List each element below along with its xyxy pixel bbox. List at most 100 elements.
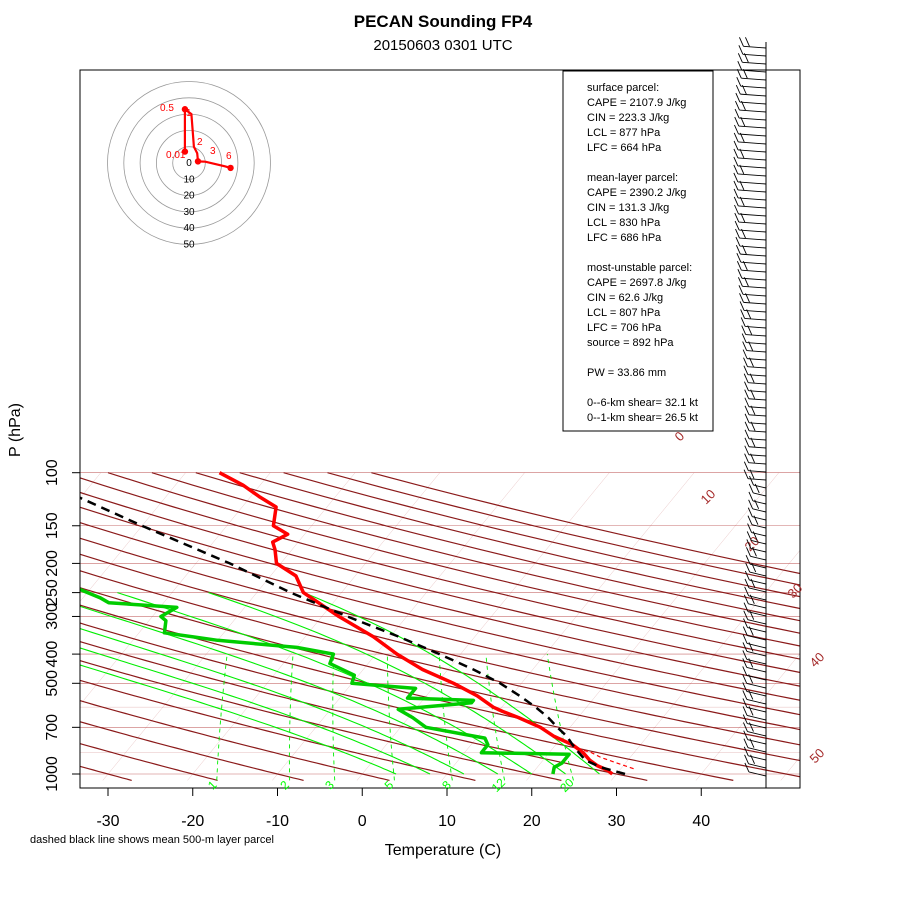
wind-barb xyxy=(733,148,767,161)
wind-barb-shaft xyxy=(751,540,767,545)
wind-barb-shaft xyxy=(746,682,767,689)
wind-barb-shaft xyxy=(742,285,767,289)
wind-barb-flag xyxy=(739,180,745,191)
wind-barb-flag xyxy=(739,293,744,303)
hodograph-ring xyxy=(155,129,222,196)
hodograph-ring xyxy=(107,81,271,245)
wind-barb-flag xyxy=(742,674,748,684)
hodograph-ring-label: 50 xyxy=(183,240,195,251)
wind-barb xyxy=(733,180,767,193)
wind-barb xyxy=(743,618,767,633)
wind-barb-flag xyxy=(737,269,743,279)
info-box-line: CIN = 131.3 J/kg xyxy=(587,202,669,214)
wind-barb-flag xyxy=(740,116,746,127)
wind-barb xyxy=(742,658,767,673)
wind-barb-flag xyxy=(744,381,749,391)
info-box-line: LCL = 877 hPa xyxy=(587,127,661,139)
wind-barb-flag xyxy=(749,594,755,604)
wind-barb-flag xyxy=(747,507,753,517)
wind-barb-flag xyxy=(733,156,739,167)
wind-barb xyxy=(739,293,767,305)
wind-barb xyxy=(742,642,767,657)
wind-barb-shaft xyxy=(739,237,767,241)
wind-barb-flag xyxy=(739,196,745,207)
wind-barb-flag xyxy=(740,309,746,319)
wind-barb xyxy=(738,277,767,289)
wind-barb-flag xyxy=(749,373,755,383)
y-tick-label: 300 xyxy=(44,603,61,630)
wind-barb-flag xyxy=(743,610,749,620)
wind-barb xyxy=(744,578,767,593)
wind-barb-flag xyxy=(743,618,748,628)
wind-barb-flag xyxy=(735,84,741,95)
wind-barb-shaft xyxy=(743,301,767,305)
wind-barb-flag xyxy=(744,405,750,415)
dry-adiabat-line xyxy=(80,660,562,781)
y-tick-label: 400 xyxy=(44,641,61,668)
wind-barb xyxy=(743,357,767,369)
wind-barb xyxy=(744,762,767,777)
x-tick-label: 10 xyxy=(438,813,456,830)
wind-barb xyxy=(743,602,767,617)
wind-barb-flag xyxy=(734,220,740,231)
wind-barb xyxy=(742,626,767,641)
wind-barb-flag xyxy=(733,188,739,199)
wind-barb-flag xyxy=(733,148,739,159)
moist-adiabat-line xyxy=(208,592,566,775)
isotherm-line xyxy=(0,473,16,781)
wind-barb xyxy=(741,325,767,337)
wind-barb-shaft xyxy=(747,643,767,649)
wind-barb xyxy=(743,610,767,625)
wind-barb-flag xyxy=(733,180,739,191)
wind-barb xyxy=(742,682,767,697)
x-tick-label: 20 xyxy=(523,813,541,830)
wind-barb-flag xyxy=(744,570,750,581)
wind-barb-flag xyxy=(741,84,747,95)
wind-barb-flag xyxy=(744,421,750,431)
dry-adiabat-line xyxy=(80,604,800,778)
mean-parcel-trace xyxy=(80,496,626,776)
wind-barb-shaft xyxy=(740,93,767,97)
hodograph-height-label: 3 xyxy=(210,146,216,157)
wind-barb-shaft xyxy=(746,698,767,705)
wind-barb xyxy=(742,714,767,729)
info-box-line: 0--1-km shear= 26.5 kt xyxy=(587,412,698,424)
wind-barb-flag xyxy=(743,602,749,612)
hodograph-point xyxy=(181,148,189,155)
wind-barb xyxy=(738,285,767,297)
wind-barb-flag xyxy=(748,499,754,509)
wind-barb-flag xyxy=(743,730,749,740)
wind-barb-shaft xyxy=(740,261,767,265)
wind-barb-flag xyxy=(754,483,760,494)
wind-barb-flag xyxy=(750,421,756,431)
wind-barb-flag xyxy=(735,228,740,239)
wind-barb xyxy=(744,453,767,465)
dry-adiabat-line xyxy=(195,472,800,622)
y-tick-label: 250 xyxy=(44,579,61,606)
wind-barb-flag xyxy=(744,586,750,597)
isotherm-line xyxy=(780,756,800,781)
wind-barb xyxy=(747,515,767,529)
wind-barb-flag xyxy=(750,754,755,765)
wind-barb xyxy=(743,594,767,609)
wind-barb-flag xyxy=(752,547,757,557)
dry-adiabat-line xyxy=(80,700,390,781)
wind-barb-flag xyxy=(740,317,746,327)
wind-barb xyxy=(733,196,767,209)
wind-barb-flag xyxy=(749,722,754,732)
info-box-line: mean-layer parcel: xyxy=(587,172,678,184)
wind-barb-flag xyxy=(733,132,739,143)
wind-barb-flag xyxy=(736,76,742,87)
dry-adiabat-line xyxy=(80,743,218,781)
wind-barb-shaft xyxy=(748,382,767,385)
wind-barb-shaft xyxy=(749,430,767,433)
hodograph-point xyxy=(181,106,189,113)
wind-barb-shaft xyxy=(739,117,767,121)
wind-barb-flag xyxy=(743,357,748,367)
wind-barb-flag xyxy=(748,483,754,494)
dry-adiabat-line xyxy=(239,472,800,610)
wind-barb-flag xyxy=(747,325,753,335)
wind-barb-flag xyxy=(749,469,755,479)
wind-barb-flag xyxy=(749,738,755,748)
wind-barb-flag xyxy=(737,53,743,63)
